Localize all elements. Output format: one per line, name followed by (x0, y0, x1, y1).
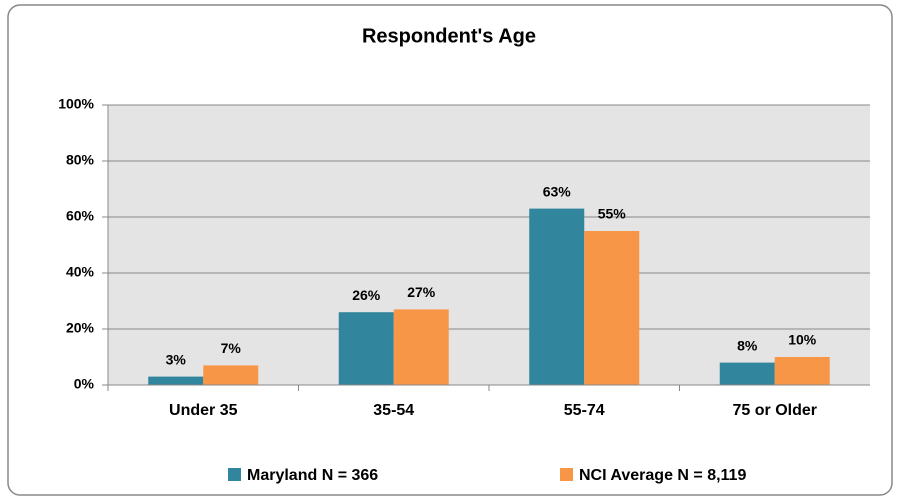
legend-swatch (560, 468, 573, 481)
legend-label: NCI Average N = 8,119 (579, 467, 746, 484)
value-label: 55% (598, 206, 627, 222)
value-label: 8% (737, 337, 758, 353)
value-label: 7% (221, 340, 242, 356)
plot-area (108, 105, 870, 385)
bar (338, 312, 394, 385)
bar (203, 365, 259, 385)
x-tick-label: 75 or Older (733, 402, 817, 419)
bar (148, 376, 204, 385)
x-tick-label: 55-74 (564, 402, 605, 419)
value-label: 10% (788, 332, 817, 348)
chart-title: Respondent's Age (362, 25, 536, 47)
value-label: 63% (543, 183, 572, 199)
legend-label: Maryland N = 366 (247, 467, 378, 484)
x-tick-label: Under 35 (169, 402, 238, 419)
bar (584, 231, 640, 385)
y-tick-label: 0% (74, 376, 95, 392)
bar (529, 208, 585, 385)
y-tick-label: 20% (66, 320, 95, 336)
value-label: 3% (166, 351, 187, 367)
y-tick-label: 100% (58, 96, 94, 112)
x-tick-label: 35-54 (373, 402, 414, 419)
bar (719, 362, 775, 385)
bar (774, 357, 830, 385)
bar (393, 309, 449, 385)
value-label: 26% (352, 287, 381, 303)
y-tick-label: 80% (66, 152, 95, 168)
legend-swatch (228, 468, 241, 481)
value-label: 27% (407, 284, 436, 300)
y-tick-label: 60% (66, 208, 95, 224)
y-tick-label: 40% (66, 264, 95, 280)
